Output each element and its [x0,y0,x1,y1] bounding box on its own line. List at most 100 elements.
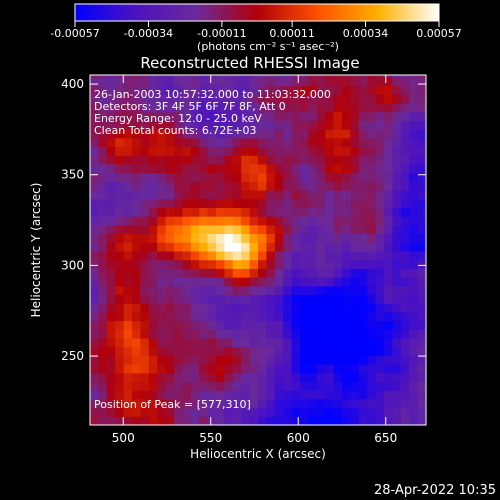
heatmap-cell [190,364,200,374]
heatmap-cell [375,294,385,304]
heatmap-cell [308,216,318,226]
heatmap-cell [157,163,167,174]
heatmap-cell [409,111,419,121]
heatmap-cell [300,129,309,139]
heatmap-cell [350,102,360,113]
x-axis-label: Heliocentric X (arcsec) [190,447,326,461]
heatmap-cell [333,294,343,304]
heatmap-cell [308,285,318,296]
heatmap-cell [249,85,259,95]
heatmap-cell [207,329,217,339]
heatmap-cell [232,398,242,409]
heatmap-cell [308,137,318,148]
heatmap-cell [283,163,293,174]
heatmap-cell [375,407,385,417]
heatmap-cell [199,346,209,356]
heatmap-cell [274,329,284,339]
heatmap-cell [140,268,150,278]
heatmap-cell [207,224,217,235]
heatmap-cell [216,390,225,400]
heatmap-cell [249,163,259,174]
heatmap-cell [232,155,242,165]
heatmap-cell [174,416,183,425]
heatmap-cell [140,277,150,287]
heatmap-cell [283,398,293,409]
heatmap-cell [140,259,150,269]
heatmap-cell [190,355,200,365]
heatmap-cell [417,216,426,226]
heatmap-cell [157,94,167,104]
heatmap-cell [140,75,150,78]
heatmap-cell [224,329,234,339]
heatmap-cell [232,407,242,417]
heatmap-cell [300,224,309,235]
heatmap-cell [367,75,377,78]
heatmap-cell [291,355,301,365]
heatmap-cell [350,129,360,139]
heatmap-cell [98,303,108,313]
heatmap-cell [165,250,175,261]
heatmap-cell [207,364,217,374]
heatmap-cell [400,320,410,330]
heatmap-cell [258,102,267,113]
heatmap-cell [165,372,175,383]
heatmap-cell [342,268,351,278]
heatmap-cell [417,398,426,409]
heatmap-cell [190,216,200,226]
heatmap-cell [308,250,318,261]
heatmap-cell [190,320,200,330]
heatmap-cell [400,285,410,296]
heatmap-cell [283,285,293,296]
heatmap-cell [224,75,234,78]
heatmap-cell [98,364,108,374]
heatmap-cell [333,372,343,383]
heatmap-cell [325,294,335,304]
heatmap-cell [106,146,116,156]
heatmap-cell [216,416,225,425]
heatmap-cell [157,111,167,121]
heatmap-cell [291,320,301,330]
heatmap-cell [157,207,167,217]
heatmap-cell [342,311,351,322]
heatmap-cell [325,111,335,121]
heatmap-cell [157,120,167,130]
heatmap-cell [148,137,158,148]
heatmap-cell [115,94,125,104]
heatmap-cell [375,277,385,287]
heatmap-cell [266,94,276,104]
heatmap-cell [123,372,133,383]
heatmap-cell [199,137,209,148]
heatmap-cell [249,224,259,235]
heatmap-cell [115,250,125,261]
heatmap-cell [342,337,351,348]
heatmap-cell [375,216,385,226]
heatmap-cell [165,94,175,104]
heatmap-cell [350,285,360,296]
heatmap-cell [132,390,141,400]
heatmap-cell [300,364,309,374]
heatmap-cell [266,233,276,243]
heatmap-cell [316,94,326,104]
heatmap-cell [157,398,167,409]
heatmap-cell [274,163,284,174]
heatmap-cell [400,390,410,400]
heatmap-cell [316,268,326,278]
heatmap-cell [308,329,318,339]
heatmap-cell [98,155,108,165]
heatmap-cell [342,242,351,252]
heatmap-cell [375,337,385,348]
heatmap-cell [199,75,209,78]
heatmap-cell [350,146,360,156]
heatmap-cell [291,155,301,165]
heatmap-cell [392,242,402,252]
heatmap-cell [132,216,141,226]
heatmap-cell [400,111,410,121]
heatmap-cell [216,76,225,87]
heatmap-cell [241,390,251,400]
heatmap-cell [274,285,284,296]
heatmap-cell [132,146,141,156]
heatmap-cell [182,416,192,425]
heatmap-cell [367,146,377,156]
heatmap-cell [266,189,276,200]
heatmap-cell [132,329,141,339]
